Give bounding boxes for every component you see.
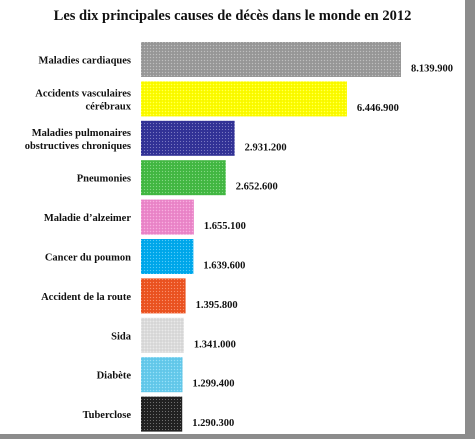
chart-title: Les dix principales causes de décès dans…	[53, 8, 412, 24]
category-label: Tuberclose	[83, 410, 132, 421]
bar-texture	[141, 160, 226, 196]
value-label: 6.446.900	[357, 103, 399, 114]
bar-group: Cancer du poumon 1.639.600	[45, 239, 245, 274]
category-label: cérébraux	[86, 101, 132, 112]
frame-edge-bottom	[0, 434, 475, 439]
value-label: 1.639.600	[203, 261, 245, 272]
category-label: Maladies pulmonaires	[32, 128, 131, 139]
bar-group: Accidents vasculaires cérébraux 6.446.900	[35, 81, 399, 117]
category-label: Pneumonies	[77, 174, 131, 185]
bar-group: Maladies cardiaques 8.139.900	[39, 42, 453, 77]
value-label: 1.341.000	[194, 339, 236, 350]
bar-chart: Maladies cardiaques 8.139.900 Accidents va…	[25, 42, 453, 432]
bar-texture	[141, 317, 184, 353]
value-label: 1.395.800	[196, 300, 238, 311]
bar-texture	[141, 357, 183, 393]
bar-group: Maladies pulmonaires obstructives chroniq…	[25, 120, 287, 156]
bar-group: Maladie d’alzeimer 1.655.100	[44, 199, 246, 235]
value-label: 1.655.100	[204, 221, 246, 232]
frame-edge-right	[465, 0, 475, 439]
bar-texture	[141, 42, 401, 77]
value-label: 8.139.900	[411, 64, 453, 75]
value-label: 2.652.600	[236, 182, 278, 193]
bar-group: Tuberclose 1.290.300	[83, 396, 234, 432]
category-label: Accidents vasculaires	[35, 88, 131, 99]
category-label: Accident de la route	[41, 292, 131, 303]
bar-group: Pneumonies 2.652.600	[77, 160, 278, 196]
bar-texture	[141, 199, 194, 235]
bar-texture	[141, 396, 183, 432]
bar-texture	[141, 278, 186, 314]
value-label: 2.931.200	[245, 142, 287, 153]
bar-group: Sida 1.341.000	[111, 317, 236, 353]
bar-texture	[141, 239, 194, 274]
value-label: 1.290.300	[192, 418, 234, 429]
category-label: obstructives chroniques	[25, 141, 131, 152]
category-label: Diabète	[97, 371, 132, 382]
category-label: Maladie d’alzeimer	[44, 213, 132, 224]
bar-group: Accident de la route 1.395.800	[41, 278, 238, 314]
bar-texture	[141, 120, 235, 156]
category-label: Cancer du poumon	[45, 253, 131, 264]
value-label: 1.299.400	[193, 379, 235, 390]
category-label: Sida	[111, 331, 132, 342]
bar-texture	[141, 81, 347, 117]
bar-group: Diabète 1.299.400	[97, 357, 235, 393]
category-label: Maladies cardiaques	[39, 56, 131, 67]
